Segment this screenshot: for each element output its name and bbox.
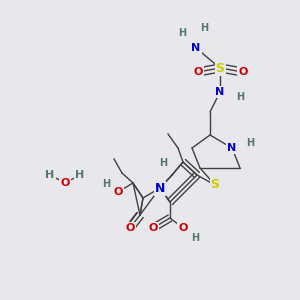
Text: O: O — [148, 223, 158, 233]
Text: N: N — [215, 87, 225, 97]
Text: O: O — [238, 67, 248, 77]
Text: O: O — [113, 187, 123, 197]
Text: O: O — [60, 178, 70, 188]
Text: S: S — [215, 61, 224, 74]
Text: H: H — [246, 138, 254, 148]
Text: N: N — [227, 143, 237, 153]
Text: H: H — [45, 170, 55, 180]
Text: H: H — [159, 158, 167, 168]
Text: N: N — [155, 182, 165, 194]
Text: N: N — [191, 43, 201, 53]
Text: H: H — [102, 179, 110, 189]
Text: H: H — [191, 233, 199, 243]
Text: O: O — [178, 223, 188, 233]
Text: O: O — [125, 223, 135, 233]
Text: H: H — [236, 92, 244, 102]
Text: H: H — [200, 23, 208, 33]
Text: H: H — [75, 170, 85, 180]
Text: S: S — [211, 178, 220, 191]
Text: H: H — [178, 28, 186, 38]
Text: O: O — [193, 67, 203, 77]
